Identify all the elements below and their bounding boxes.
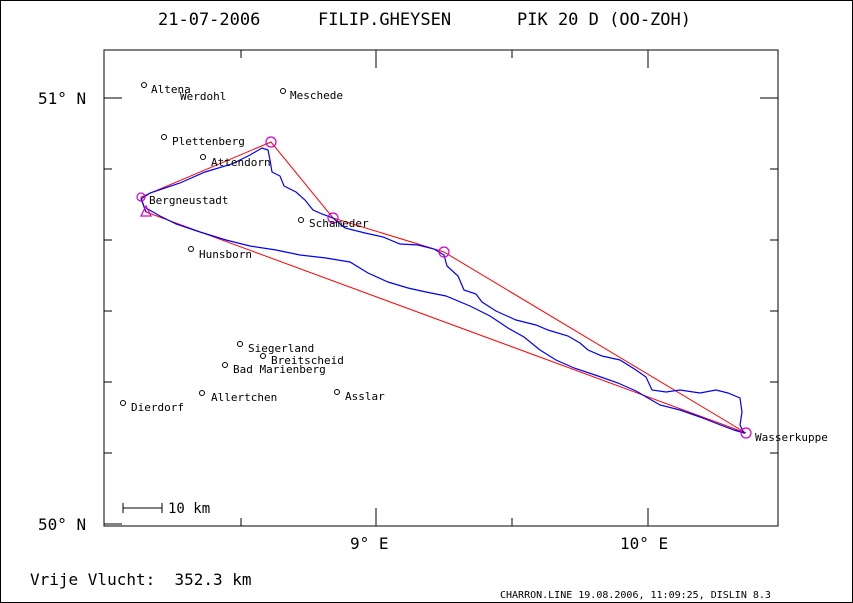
place-dot <box>334 389 340 395</box>
start-triangle-icon <box>140 204 152 217</box>
header-pilot: FILIP.GHEYSEN <box>318 10 451 30</box>
place-markers <box>120 82 340 406</box>
place-label-wasserkuppe: Wasserkuppe <box>755 431 828 444</box>
place-dot <box>222 362 228 368</box>
place-dot <box>298 217 304 223</box>
turnpoint-circle <box>265 136 277 148</box>
turnpoint-circle <box>740 427 752 439</box>
turnpoint-circle <box>136 192 146 202</box>
y-label-51: 51° N <box>38 89 86 108</box>
task-route <box>140 141 747 434</box>
header-date: 21-07-2006 <box>158 10 260 30</box>
place-label-altena: Altena <box>151 83 191 96</box>
turnpoint-circle <box>327 212 339 224</box>
place-dot <box>280 88 286 94</box>
right-ticks <box>760 97 778 454</box>
scale-bar-label: 10 km <box>168 501 210 517</box>
x-label-10: 10° E <box>620 534 668 553</box>
place-dot <box>200 154 206 160</box>
plot-area <box>103 49 779 527</box>
place-dot <box>141 82 147 88</box>
turnpoint-circle <box>438 246 450 258</box>
place-label-plettenberg: Plettenberg <box>172 135 245 148</box>
place-label-asslar: Asslar <box>345 390 385 403</box>
flight-distance: Vrije Vlucht: 352.3 km <box>30 570 252 589</box>
place-label-schameder: Schameder <box>309 217 369 230</box>
place-label-attendorn: Attendorn <box>211 156 271 169</box>
turnpoints <box>136 136 752 439</box>
left-ticks <box>104 97 122 525</box>
place-dot <box>199 390 205 396</box>
place-label-bad-marienberg: Bad Marienberg <box>233 363 326 376</box>
place-label-bergneustadt: Bergneustadt <box>149 194 228 207</box>
place-label-werdohl: Werdohl <box>180 90 226 103</box>
x-label-9: 9° E <box>350 534 389 553</box>
place-label-breitscheid: Breitscheid <box>271 354 344 367</box>
top-ticks <box>103 50 649 68</box>
scale-bar <box>122 503 163 513</box>
place-label-hunsborn: Hunsborn <box>199 248 252 261</box>
place-dot <box>188 246 194 252</box>
place-label-siegerland: Siegerland <box>248 342 314 355</box>
place-dot <box>260 353 266 359</box>
place-label-meschede: Meschede <box>290 89 343 102</box>
place-dot <box>161 134 167 140</box>
place-labels: Altena Werdohl Meschede Plettenberg Atte… <box>131 83 828 444</box>
header-glider: PIK 20 D (OO-ZOH) <box>517 10 691 30</box>
place-dot <box>237 341 243 347</box>
place-label-dierdorf: Dierdorf <box>131 401 184 414</box>
flight-track <box>140 147 746 434</box>
y-label-50: 50° N <box>38 515 86 534</box>
software-credit: CHARRON.LINE 19.08.2006, 11:09:25, DISLI… <box>500 590 771 601</box>
place-dot <box>120 400 126 406</box>
place-label-allertchen: Allertchen <box>211 391 277 404</box>
bottom-ticks <box>240 508 649 526</box>
